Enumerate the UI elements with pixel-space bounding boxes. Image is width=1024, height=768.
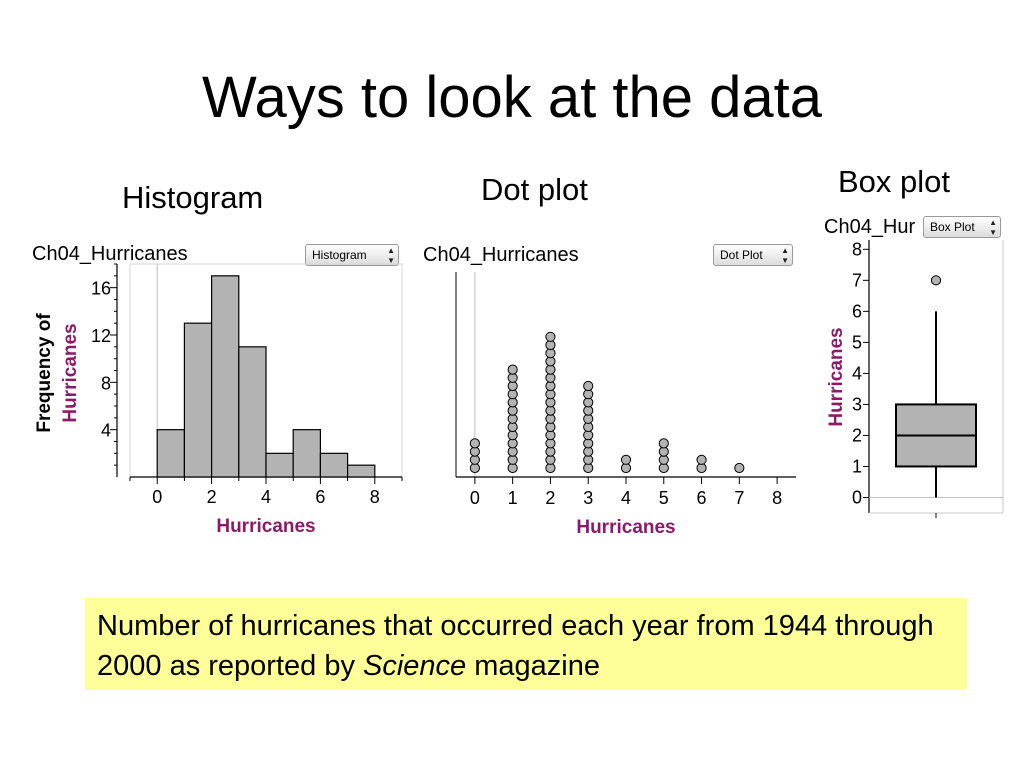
- boxplot-dataset-name: Ch04_Hur: [824, 216, 916, 238]
- dotplot-plot-type-popup[interactable]: Dot Plot ▲ ▼: [713, 244, 793, 266]
- dotplot-x-tick-label: 2: [545, 488, 555, 508]
- boxplot-y-tick-label: 0: [852, 487, 862, 507]
- dotplot-dot: [658, 438, 669, 449]
- dotplot-x-tick-label: 7: [734, 488, 744, 508]
- dotplot-dot: [620, 454, 632, 465]
- histogram-y-axis-title-line1: Frequency of: [34, 313, 55, 433]
- histogram-y-tick-label: 16: [91, 279, 111, 299]
- histogram-bar-2: [211, 275, 240, 478]
- caption-box: Number of hurricanes that occurred each …: [85, 598, 967, 690]
- histogram-y-axis-title-line2: Hurricanes: [60, 323, 81, 422]
- histogram-bar-1: [183, 322, 213, 478]
- dotplot-x-tick-label: 6: [697, 488, 707, 508]
- caption-italic-text: Science: [363, 650, 467, 682]
- histogram-x-tick-label: 4: [261, 487, 271, 507]
- dotplot-dot: [734, 462, 745, 474]
- histogram-bar-4: [265, 452, 294, 478]
- histogram-x-tick-label: 2: [207, 487, 217, 507]
- histogram-bar-0: [156, 429, 185, 478]
- dotplot-x-tick-label: 3: [583, 488, 593, 508]
- histogram-x-axis-title: Hurricanes: [216, 516, 315, 537]
- boxplot-y-tick-label: 2: [852, 425, 862, 445]
- dotplot-x-axis-title: Hurricanes: [576, 517, 675, 538]
- caption-text-start: Number of hurricanes that occurred each …: [97, 610, 934, 682]
- histogram-bar-6: [319, 452, 349, 478]
- boxplot-y-axis-title: Hurricanes: [826, 327, 847, 426]
- histogram-bar-5: [292, 429, 322, 478]
- boxplot-outlier: [930, 275, 942, 286]
- dotplot-x-tick-label: 8: [772, 488, 782, 508]
- histogram-y-tick-label: 4: [101, 421, 111, 441]
- boxplot-y-tick-label: 4: [852, 363, 862, 383]
- dotplot-label: Dot plot: [481, 172, 588, 207]
- slide-title: Ways to look at the data: [201, 65, 823, 130]
- histogram-plot-type-popup[interactable]: Histogram ▲ ▼: [305, 244, 399, 266]
- boxplot-y-tick-label: 8: [852, 239, 862, 259]
- boxplot-y-tick-label: 5: [852, 332, 862, 352]
- histogram-x-tick-label: 0: [152, 487, 162, 507]
- dotplot-dot: [507, 364, 518, 375]
- popup-arrows-icon: ▲ ▼: [989, 218, 997, 237]
- popup-arrows-icon: ▲ ▼: [387, 246, 395, 265]
- boxplot-plot-type-popup[interactable]: Box Plot ▲ ▼: [923, 216, 1001, 238]
- boxplot-popup-label: Box Plot: [930, 220, 975, 234]
- histogram-y-tick-label: 12: [91, 326, 111, 346]
- histogram-bar-7: [347, 464, 376, 478]
- boxplot-y-tick-label: 3: [852, 394, 862, 414]
- dotplot-x-tick-label: 4: [621, 488, 631, 508]
- popup-arrows-icon: ▲ ▼: [781, 246, 789, 265]
- dotplot-dot: [469, 438, 480, 449]
- boxplot-y-tick-label: 1: [852, 456, 862, 476]
- boxplot-y-tick-label: 6: [852, 301, 862, 321]
- boxplot-label: Box plot: [838, 164, 951, 199]
- dotplot-x-tick-label: 0: [470, 488, 480, 508]
- boxplot-y-tick-label: 7: [852, 270, 862, 290]
- histogram-popup-label: Histogram: [312, 248, 367, 262]
- dotplot-dataset-name: Ch04_Hurricanes: [423, 244, 579, 266]
- dotplot-dot: [696, 454, 707, 465]
- histogram-bar-3: [238, 346, 267, 478]
- dotplot-x-tick-label: 5: [659, 488, 669, 508]
- histogram-label: Histogram: [122, 180, 264, 215]
- histogram-x-tick-label: 6: [315, 487, 325, 507]
- histogram-y-tick-label: 8: [101, 373, 111, 393]
- dotplot-dot: [545, 331, 556, 342]
- caption-text-end: magazine: [466, 650, 600, 682]
- histogram-x-tick-label: 8: [370, 487, 380, 507]
- histogram-dataset-name: Ch04_Hurricanes: [32, 243, 188, 265]
- dotplot-popup-label: Dot Plot: [720, 248, 763, 262]
- dotplot-dot: [583, 380, 594, 392]
- dotplot-x-tick-label: 1: [508, 488, 518, 508]
